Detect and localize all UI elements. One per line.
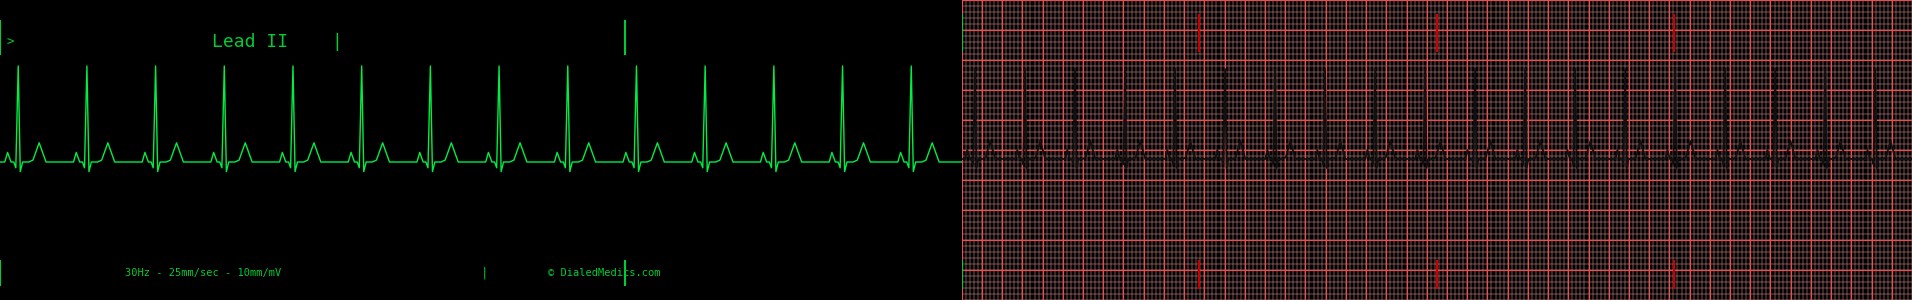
Text: Lead II: Lead II xyxy=(212,33,287,51)
Text: >: > xyxy=(8,35,13,49)
Text: © DialedMedics.com: © DialedMedics.com xyxy=(549,268,662,278)
Text: 30Hz - 25mm/sec - 10mm/mV: 30Hz - 25mm/sec - 10mm/mV xyxy=(124,268,281,278)
Text: |: | xyxy=(482,266,488,280)
Text: |: | xyxy=(333,33,342,51)
